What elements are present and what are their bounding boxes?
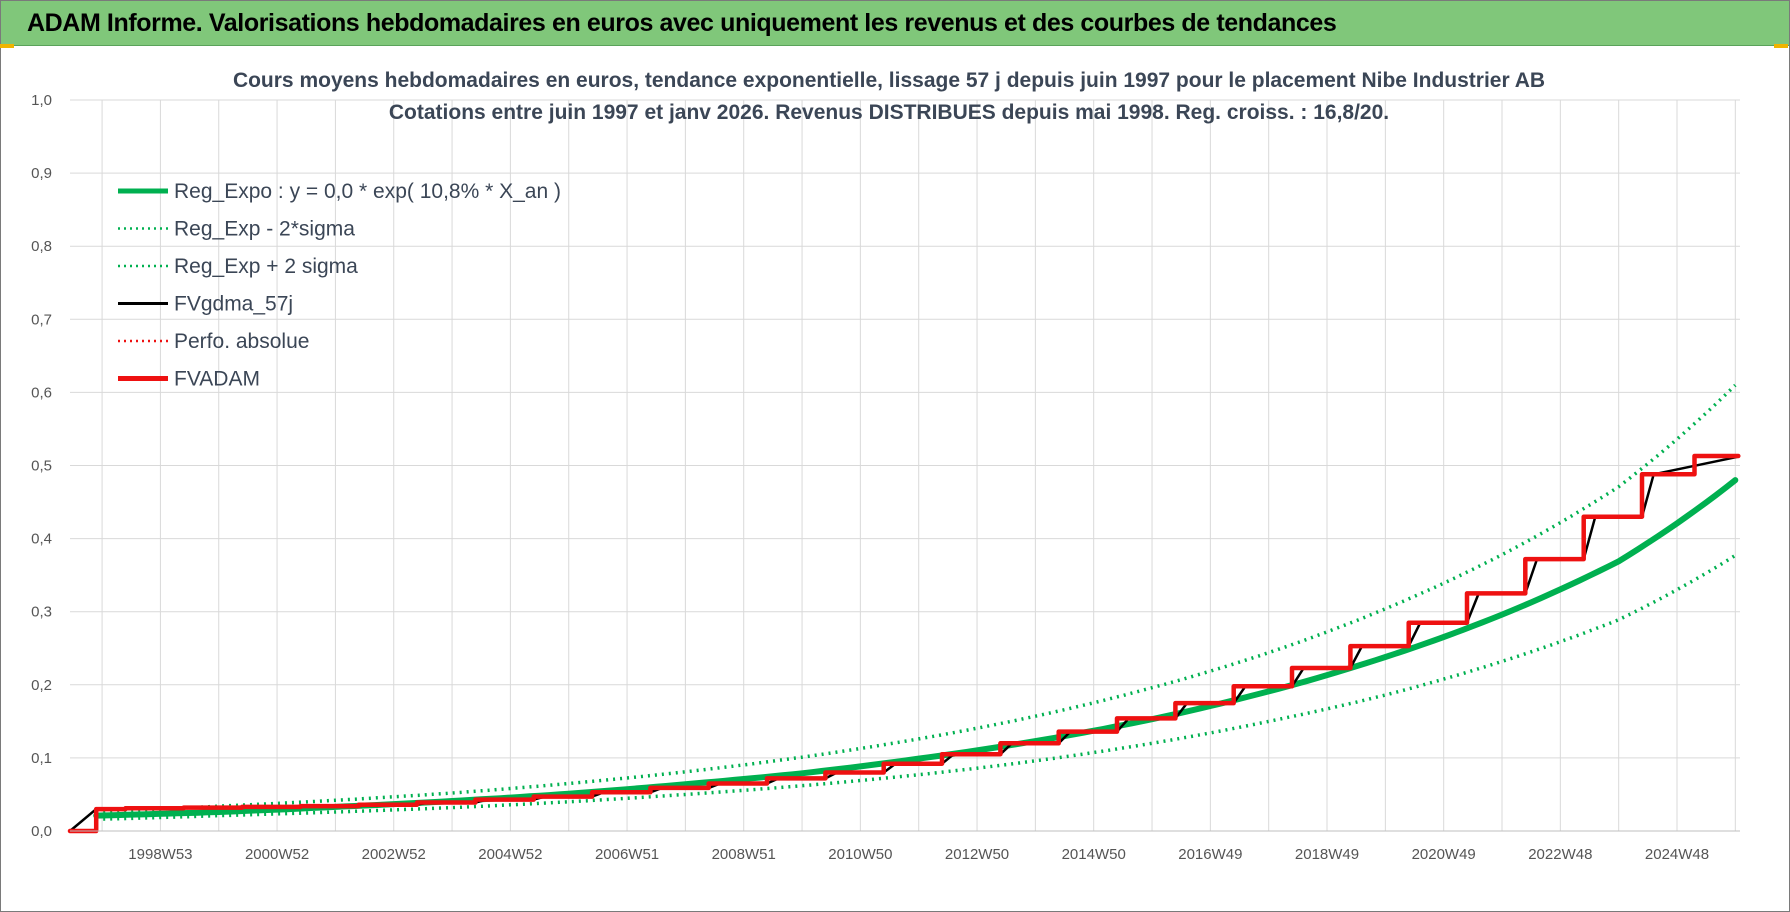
x-tick-label: 2024W48 [1645,846,1709,863]
y-tick-label: 0,8 [31,238,52,255]
legend-fvgdma-label: FVgdma_57j [174,293,293,316]
x-tick-label: 2022W48 [1528,846,1592,863]
fvadam-line [67,453,1741,834]
y-tick-label: 0,0 [31,823,52,840]
grid [70,99,1740,832]
legend-reg-exp-plus-label: Reg_Exp + 2 sigma [174,255,358,278]
x-tick-label: 1998W53 [128,846,192,863]
corner-mark-right [1774,44,1788,48]
x-tick-label: 2012W50 [945,846,1009,863]
y-tick-label: 0,3 [31,604,52,621]
y-tick-label: 0,6 [31,384,52,401]
x-tick-label: 2004W52 [478,846,542,863]
page-title: ADAM Informe. Valorisations hebdomadaire… [27,9,1337,37]
chart: Cours moyens hebdomadaires en euros, ten… [31,69,1741,863]
legend-perfo-absolue-label: Perfo. absolue [174,330,309,353]
y-tick-label: 1,0 [31,92,52,109]
x-tick-label: 2006W51 [595,846,659,863]
x-tick-label: 2020W49 [1412,846,1476,863]
y-tick-label: 0,9 [31,165,52,182]
fvgdma-57j-line [68,455,1740,833]
x-tick-label: 2014W50 [1062,846,1126,863]
y-tick-label: 0,2 [31,677,52,694]
reg-exp-plus-2sigma-line [96,383,1737,814]
header-bar: ADAM Informe. Valorisations hebdomadaire… [1,1,1789,46]
x-axis-ticks: 1998W53 2000W52 2002W52 2004W52 2006W51 2008W… [128,846,1709,863]
series [67,383,1741,834]
y-tick-label: 0,4 [31,531,52,548]
y-tick-label: 0,1 [31,750,52,767]
x-tick-label: 2016W49 [1178,846,1242,863]
y-tick-label: 0,5 [31,458,52,475]
corner-mark-left [0,44,14,48]
chart-title-line-2: Cotations entre juin 1997 et janv 2026. … [389,101,1389,124]
y-tick-label: 0,7 [31,311,52,328]
x-tick-label: 2000W52 [245,846,309,863]
legend-reg-expo-label: Reg_Expo : y = 0,0 * exp( 10,8% * X_an ) [174,180,561,203]
x-tick-label: 2008W51 [712,846,776,863]
legend: Reg_Expo : y = 0,0 * exp( 10,8% * X_an )… [118,180,561,391]
x-tick-label: 2010W50 [828,846,892,863]
y-axis-ticks: 0,0 0,1 0,2 0,3 0,4 0,5 0,6 0,7 0,8 0,9 1,0 [31,92,52,840]
legend-reg-exp-minus-label: Reg_Exp - 2*sigma [174,218,355,241]
x-tick-label: 2018W49 [1295,846,1359,863]
x-tick-label: 2002W52 [362,846,426,863]
chart-title-line-1: Cours moyens hebdomadaires en euros, ten… [233,69,1545,92]
legend-fvadam-label: FVADAM [174,368,260,391]
